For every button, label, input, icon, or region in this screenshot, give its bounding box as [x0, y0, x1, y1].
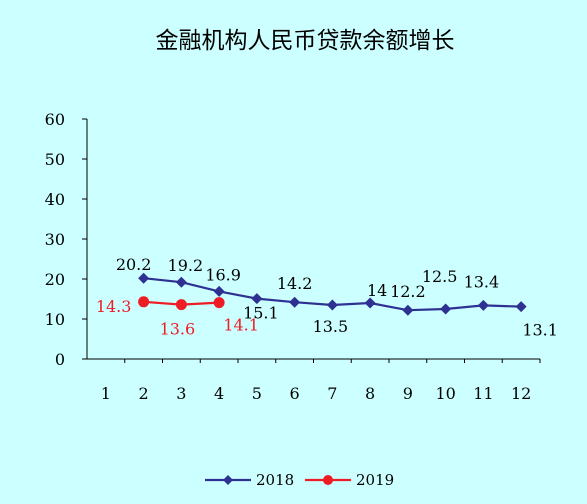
x-tick-label: 4 [214, 384, 224, 403]
data-point [251, 293, 263, 305]
x-axis-ticks: 1 2 3 4 5 6 7 8 9 10 11 12 [101, 359, 541, 403]
data-point [138, 272, 150, 284]
legend-label: 2018 [256, 471, 294, 489]
x-tick-label: 3 [176, 384, 186, 403]
x-tick-label: 6 [290, 384, 300, 403]
data-label: 14.1 [223, 316, 259, 335]
data-label: 14 [367, 281, 387, 300]
data-label: 12.5 [422, 267, 458, 286]
data-point [138, 296, 150, 308]
legend-item-2018: 2018 [205, 471, 294, 489]
data-point [213, 285, 225, 297]
legend-label: 2019 [356, 471, 394, 489]
x-tick-label: 10 [435, 384, 455, 403]
legend: 2018 2019 [205, 471, 394, 489]
y-tick-label: 10 [45, 310, 65, 329]
x-tick-label: 2 [139, 384, 149, 403]
x-tick-label: 11 [473, 384, 493, 403]
y-tick-label: 20 [45, 270, 65, 289]
data-point [440, 303, 452, 315]
legend-item-2019: 2019 [305, 471, 394, 489]
series-2019 [138, 296, 225, 311]
data-label: 12.2 [390, 282, 426, 301]
legend-marker [323, 475, 333, 485]
data-label: 13.4 [464, 272, 500, 291]
data-label: 13.5 [313, 317, 349, 336]
data-label: 14.2 [277, 274, 313, 293]
data-label: 15.1 [243, 304, 279, 323]
y-tick-label: 0 [55, 350, 65, 369]
y-tick-label: 60 [45, 110, 65, 129]
chart-title: 金融机构人民币贷款余额增长 [156, 28, 455, 54]
data-label: 16.9 [205, 265, 241, 284]
data-label: 14.3 [96, 297, 132, 316]
y-tick-label: 40 [45, 190, 65, 209]
data-point [402, 304, 414, 316]
data-label: 20.2 [116, 255, 152, 274]
x-tick-label: 1 [101, 384, 111, 403]
data-point [175, 299, 187, 311]
y-tick-label: 50 [45, 150, 65, 169]
legend-marker [223, 475, 233, 485]
data-point [515, 301, 527, 313]
data-label: 19.2 [168, 256, 204, 275]
x-tick-label: 5 [252, 384, 262, 403]
x-tick-label: 8 [365, 384, 375, 403]
series-2018 [138, 272, 527, 316]
series-layer [138, 272, 527, 316]
data-point [477, 299, 489, 311]
data-labels: 20.2 19.2 16.9 15.1 14.2 13.5 14 12.212.5 13.4 13… [96, 255, 558, 339]
x-tick-label: 12 [511, 384, 531, 403]
data-label: 13.1 [522, 321, 558, 340]
data-point [289, 296, 301, 308]
y-axis-ticks: 0 10 20 30 40 50 60 [45, 110, 87, 369]
data-point [326, 299, 338, 311]
x-tick-label: 9 [403, 384, 413, 403]
y-tick-label: 30 [45, 230, 65, 249]
x-tick-label: 7 [327, 384, 337, 403]
data-label: 13.6 [160, 320, 196, 339]
data-point [364, 297, 376, 309]
data-point [175, 276, 187, 288]
data-point [213, 297, 225, 309]
